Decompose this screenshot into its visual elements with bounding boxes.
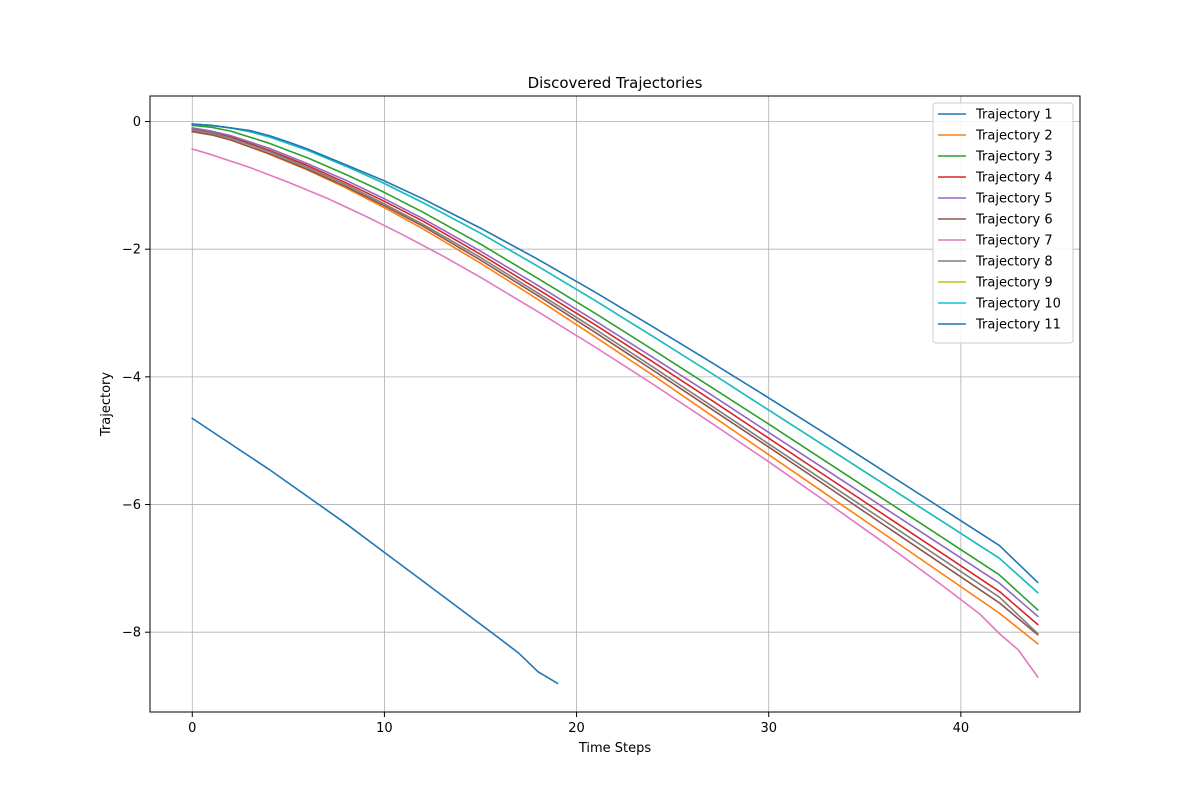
- x-tick-label: 0: [188, 721, 196, 736]
- x-tick-label: 30: [760, 721, 777, 736]
- chart-title: Discovered Trajectories: [528, 74, 703, 92]
- series-line-trajectory-3: [191, 124, 1039, 612]
- x-tick-label: 40: [953, 721, 970, 736]
- series-line-trajectory-11: [191, 123, 1039, 584]
- y-tick-label: −8: [122, 626, 141, 641]
- series-line-trajectory-8: [191, 128, 1039, 635]
- legend-entry-label: Trajectory 1: [975, 108, 1053, 123]
- ticks: 0 10 20 30 40 0 −2 −4 −6 −8: [122, 115, 969, 736]
- series-line-trajectory-5: [191, 126, 1039, 618]
- legend-entry-label: Trajectory 10: [975, 297, 1061, 312]
- legend-entry-label: Trajectory 9: [975, 276, 1053, 291]
- legend-entry-label: Trajectory 7: [975, 234, 1053, 249]
- grid: [150, 96, 1080, 712]
- legend-entry-label: Trajectory 2: [975, 129, 1053, 144]
- y-tick-label: 0: [133, 115, 141, 130]
- legend-entry-label: Trajectory 4: [975, 171, 1053, 186]
- legend-entry-label: Trajectory 6: [975, 213, 1053, 228]
- x-axis-label: Time Steps: [578, 741, 652, 756]
- x-tick-label: 20: [568, 721, 585, 736]
- series-lines: [191, 123, 1039, 685]
- y-tick-label: −4: [122, 370, 141, 385]
- legend-entry-label: Trajectory 3: [975, 150, 1053, 165]
- y-tick-label: −6: [122, 498, 141, 513]
- series-line-trajectory-1: [191, 417, 559, 685]
- legend-entry-label: Trajectory 5: [975, 192, 1053, 207]
- series-line-trajectory-7: [191, 148, 1039, 679]
- series-line-trajectory-4: [191, 127, 1039, 626]
- legend-entry-label: Trajectory 8: [975, 255, 1053, 270]
- axes-frame: [149, 95, 1081, 713]
- legend-entry-label: Trajectory 11: [975, 318, 1061, 333]
- y-axis-label: Trajectory: [99, 372, 114, 437]
- x-tick-label: 10: [376, 721, 393, 736]
- legend-box: [932, 102, 1074, 344]
- series-line-trajectory-10: [191, 123, 1039, 594]
- y-tick-label: −2: [122, 243, 141, 258]
- legend: Trajectory 1 Trajectory 2 Trajectory 3 Traj…: [932, 102, 1074, 344]
- series-line-trajectory-6: [191, 130, 1039, 636]
